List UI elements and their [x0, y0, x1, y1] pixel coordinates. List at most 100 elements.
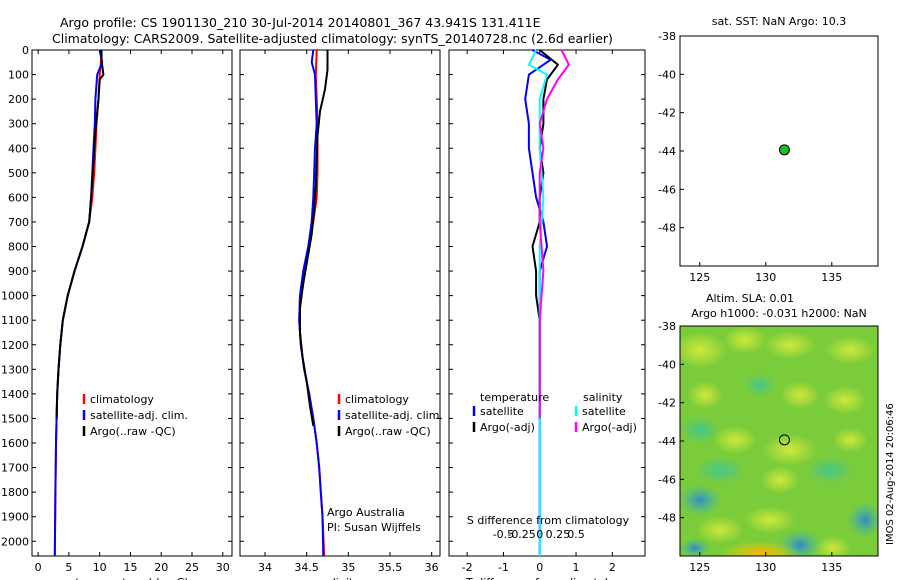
top-tick-label: -0.25: [507, 528, 535, 541]
y-tick-label: 1600: [1, 437, 29, 450]
x-tick-label: 35.5: [378, 561, 403, 574]
x-tick-label: 0: [35, 561, 42, 574]
y-tick-label: 1000: [1, 290, 29, 303]
plot-frame: [239, 49, 441, 557]
legend-label: Argo(..raw -QC): [345, 425, 431, 438]
salinity-panel: 34 34.5 35 35.5 36 salinity climatology satelli…: [239, 49, 443, 580]
heatmap-cell: [744, 373, 776, 397]
x-axis-label: salinity: [320, 576, 360, 580]
y-tick-label: 1400: [1, 388, 29, 401]
heatmap-cell: [780, 381, 820, 409]
y-tick-label: 500: [8, 167, 29, 180]
heatmap-cell: [680, 416, 720, 444]
y-tick-label: -38: [658, 320, 676, 333]
heatmap-cell: [723, 326, 767, 354]
y-tick-label: -42: [658, 397, 676, 410]
series-line-argo-raw-qc: [299, 50, 329, 426]
heatmap-cell: [762, 434, 818, 466]
series-line-s-argo-adj: [538, 49, 570, 419]
y-tick-label: -40: [658, 358, 676, 371]
x-tick-label: 0: [536, 561, 543, 574]
y-tick-label: 100: [8, 69, 29, 82]
x-tick-label: 20: [154, 561, 168, 574]
sst-map-panel: 125 130 135 -38 -40 -42 -44 -46 -48 sat. SST: NaN…: [658, 15, 879, 284]
top-axis-label: S difference from climatology: [467, 514, 630, 527]
legend-label: satellite: [582, 405, 626, 418]
temperature-panel: 0 5 10 15 20 25 300100200300400500600700800900…: [1, 44, 233, 580]
x-tick-label: 130: [755, 561, 776, 574]
sla-map-panel: 125 130 135 -38 -40 -42 -44 -46 -48 Altim. SLA: 0…: [658, 292, 879, 574]
x-tick-label: 125: [689, 561, 710, 574]
x-tick-label: 1: [573, 561, 580, 574]
legend-label: Argo(..raw -QC): [90, 425, 176, 438]
heatmap-cell: [764, 331, 816, 359]
x-tick-label: 130: [755, 271, 776, 284]
heatmap-cell: [687, 381, 723, 409]
y-tick-label: 1900: [1, 511, 29, 524]
y-tick-label: 0: [22, 44, 29, 57]
y-tick-label: 800: [8, 241, 29, 254]
x-tick-label: 34.5: [294, 561, 319, 574]
legend-label: Argo(-adj): [480, 421, 535, 434]
y-tick-label: -38: [658, 30, 676, 43]
x-tick-label: 36: [425, 561, 439, 574]
imos-timestamp: IMOS 02-Aug-2014 20:06:46: [885, 403, 896, 545]
legend-title-salinity: salinity: [583, 391, 623, 404]
x-tick-label: 135: [821, 271, 842, 284]
plot-frame: [448, 49, 646, 557]
y-tick-label: 1300: [1, 363, 29, 376]
series-line-satellite-adj-clim: [298, 49, 325, 557]
sst-map-title: sat. SST: NaN Argo: 10.3: [712, 15, 846, 28]
y-tick-label: 1100: [1, 314, 29, 327]
top-tick-label: -0.5: [493, 528, 514, 541]
y-tick-label: -46: [658, 473, 676, 486]
x-tick-label: 5: [65, 561, 72, 574]
y-tick-label: 1800: [1, 486, 29, 499]
heatmap-field: [680, 326, 878, 556]
y-tick-label: 200: [8, 93, 29, 106]
top-tick-label: 0.5: [567, 528, 585, 541]
y-tick-label: -42: [658, 107, 676, 120]
difference-panel: -2 -1 0 1 2 T difference from climatology -0.5…: [448, 49, 646, 580]
legend-label: Argo(-adj): [582, 421, 637, 434]
legend-label: climatology: [90, 393, 154, 406]
legend-label: satellite-adj. clim.: [90, 409, 188, 422]
x-tick-label: 35: [341, 561, 355, 574]
y-tick-label: -44: [658, 435, 676, 448]
x-tick-label: 125: [689, 271, 710, 284]
top-tick-label: 0.25: [546, 528, 571, 541]
annotation-line: PI: Susan Wijffels: [327, 521, 421, 534]
y-tick-label: 1700: [1, 462, 29, 475]
legend-title-temperature: temperature: [480, 391, 549, 404]
x-tick-label: -1: [498, 561, 509, 574]
x-tick-label: 15: [123, 561, 137, 574]
legend-label: satellite-adj. clim.: [345, 409, 443, 422]
x-tick-label: 34: [258, 561, 272, 574]
y-tick-label: -48: [658, 222, 676, 235]
argo-location-marker: [778, 434, 790, 446]
x-axis-label: T difference from climatology: [465, 576, 628, 580]
x-tick-label: 135: [821, 561, 842, 574]
legend-label: climatology: [345, 393, 409, 406]
heatmap-cell: [847, 502, 878, 538]
heatmap-cell: [694, 456, 746, 484]
y-tick-label: 900: [8, 265, 29, 278]
x-tick-label: 10: [93, 561, 107, 574]
y-tick-label: -46: [658, 183, 676, 196]
heatmap-cell: [825, 336, 875, 364]
y-tick-label: -44: [658, 145, 676, 158]
y-tick-label: 300: [8, 118, 29, 131]
sla-map-title-2: Argo h1000: -0.031 h2000: NaN: [691, 307, 867, 320]
x-tick-label: 2: [609, 561, 616, 574]
heatmap-cell: [760, 466, 800, 494]
heatmap-cell: [744, 506, 796, 534]
y-tick-label: -48: [658, 512, 676, 525]
argo-location-marker: [778, 144, 790, 156]
heatmap-cell: [806, 456, 854, 484]
heatmap-cell: [823, 386, 867, 414]
heatmap-cell: [696, 516, 744, 544]
x-tick-label: 30: [216, 561, 230, 574]
plot-frame: [31, 49, 233, 557]
heatmap-cell: [815, 536, 851, 556]
